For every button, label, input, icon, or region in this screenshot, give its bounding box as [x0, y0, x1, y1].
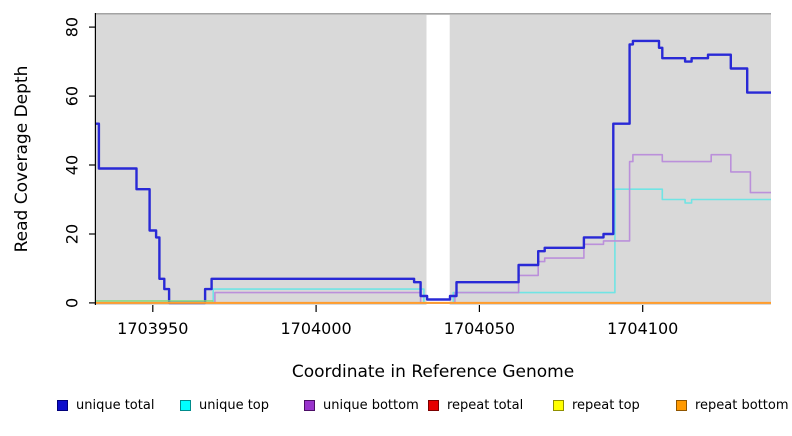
svg-text:60: 60 — [63, 86, 82, 106]
svg-text:1704000: 1704000 — [280, 319, 351, 338]
svg-text:1704100: 1704100 — [607, 319, 678, 338]
svg-text:80: 80 — [63, 17, 82, 37]
y-axis-title: Read Coverage Depth — [12, 65, 32, 253]
x-axis-title: Coordinate in Reference Genome — [291, 362, 575, 382]
svg-text:1704050: 1704050 — [444, 319, 515, 338]
svg-text:1703950: 1703950 — [117, 319, 188, 338]
svg-text:20: 20 — [63, 224, 82, 244]
svg-text:40: 40 — [63, 155, 82, 175]
svg-text:0: 0 — [63, 298, 82, 308]
